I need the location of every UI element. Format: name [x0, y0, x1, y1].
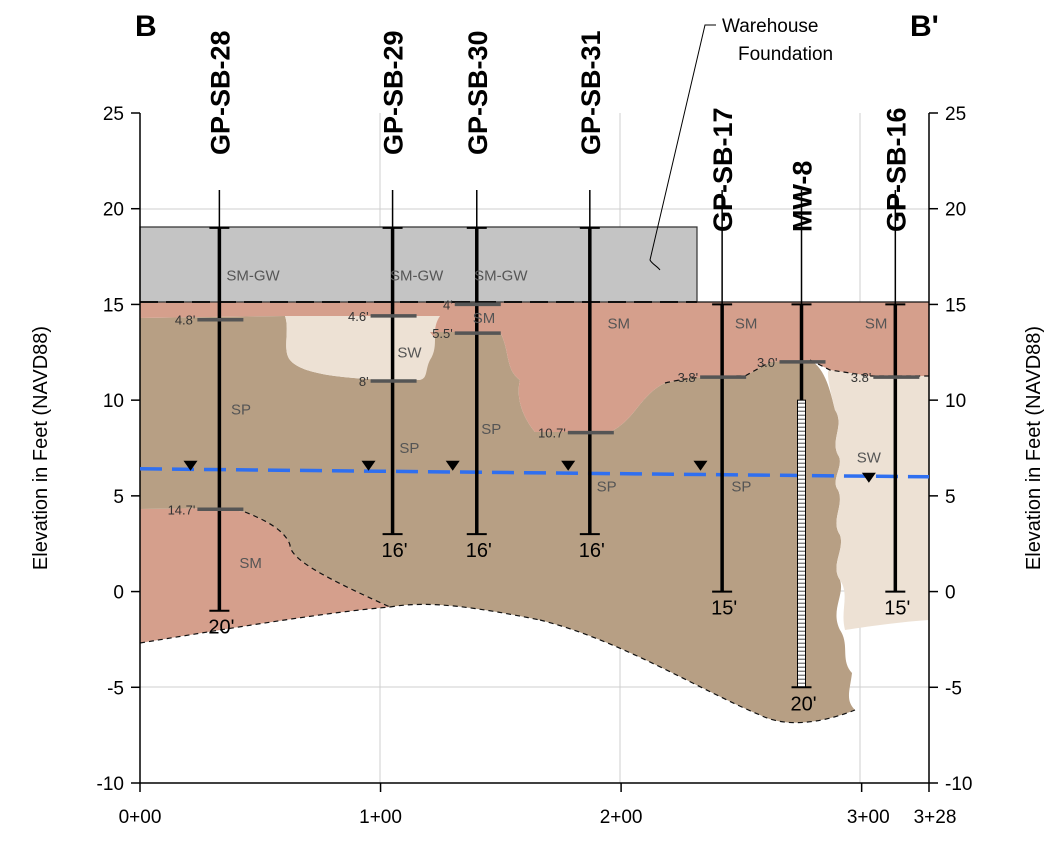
y-tick-label-left: -10 — [97, 774, 124, 795]
contact-depth-label: 8' — [359, 374, 369, 389]
y-tick-label-left: 0 — [113, 583, 124, 604]
y-tick-label-right: 5 — [945, 487, 956, 508]
y-tick-label-left: -5 — [107, 678, 124, 699]
x-tick-label: 3+00 — [847, 807, 890, 828]
y-tick-label-right: 25 — [945, 104, 966, 125]
boring-name: GP-SB-30 — [463, 30, 493, 155]
boring-total-depth: 20' — [208, 617, 234, 639]
soil-label: SM — [865, 316, 888, 333]
soil-label: SP — [231, 402, 251, 419]
y-tick-label-left: 25 — [103, 104, 124, 125]
soil-unit-sm-lower — [140, 508, 390, 643]
y-axis-title-left: Elevation in Feet (NAVD88) — [30, 326, 52, 570]
y-tick-label-left: 20 — [103, 200, 124, 221]
boring-total-depth: 15' — [884, 598, 910, 620]
y-tick-label-left: 10 — [103, 391, 124, 412]
contact-depth-label: 4.8' — [175, 313, 196, 328]
contact-depth-label: 4' — [443, 297, 453, 312]
contact-line — [389, 603, 541, 621]
boring-total-depth: 15' — [711, 598, 737, 620]
boring-total-depth: 16' — [579, 540, 605, 562]
soil-label: SM — [239, 555, 262, 572]
boring-total-depth: 16' — [382, 540, 408, 562]
contact-line — [539, 619, 856, 724]
water-level-marker — [561, 460, 576, 471]
callout-line1: Warehouse — [722, 16, 818, 37]
water-level-marker — [861, 472, 876, 483]
y-tick-label-right: 15 — [945, 295, 966, 316]
boring-name: MW-8 — [788, 161, 818, 232]
contact-depth-label: 3.8' — [851, 370, 872, 385]
soil-label: SM-GW — [390, 268, 444, 285]
soil-label: SP — [731, 478, 751, 495]
contact-depth-label: 4.6' — [348, 309, 369, 324]
contact-depth-label: 14.7' — [168, 502, 196, 517]
contact-depth-label: 3.8' — [678, 370, 699, 385]
soil-label: SM — [607, 316, 630, 333]
soil-label: SM-GW — [474, 268, 528, 285]
borings: 20' GP-SB-28 4.8' 14.7' 16' GP-SB-29 4.6' 8' 16'… — [168, 30, 920, 715]
y-tick-label-right: -10 — [945, 774, 972, 795]
boring-name: GP-SB-28 — [205, 30, 235, 155]
water-level-marker — [361, 460, 376, 471]
boring-name: GP-SB-16 — [881, 107, 911, 232]
warehouse-foundation — [139, 226, 698, 303]
boring-total-depth: 16' — [466, 540, 492, 562]
soil-labels: SM-GW SM-GW SM-GW SM SW SM SM SM SP SP SP SP SP SW SM — [226, 268, 887, 572]
callout-line2: Foundation — [738, 44, 833, 65]
soil-unit-sm-upper — [140, 302, 929, 432]
soil-unit-sp — [140, 316, 855, 723]
axis-ticks: 25 25 20 20 15 15 10 10 5 5 0 0 -5 -5 -10 -10 0+00 1+00 2+… — [97, 104, 973, 828]
callout-leader — [649, 24, 716, 271]
y-tick-label-right: -5 — [945, 678, 962, 699]
x-tick-label: 3+28 — [914, 807, 957, 828]
contact-depth-label: 5.5' — [432, 326, 453, 341]
section-label-left: B — [135, 10, 157, 43]
soil-label: SW — [857, 450, 882, 467]
y-tick-label-left: 5 — [113, 487, 124, 508]
soil-label: SM-GW — [226, 268, 280, 285]
y-tick-label-right: 20 — [945, 200, 966, 221]
soil-label: SM — [735, 316, 758, 333]
x-tick-label: 0+00 — [119, 807, 162, 828]
soil-units — [139, 226, 929, 724]
water-level-marker — [445, 460, 460, 471]
soil-label: SP — [597, 478, 617, 495]
contact-depth-label: 10.7' — [538, 426, 566, 441]
soil-label: SP — [481, 421, 501, 438]
contact-depth-label: 3.0' — [757, 355, 778, 370]
contact-line — [139, 606, 391, 644]
x-tick-label: 1+00 — [359, 807, 402, 828]
x-tick-label: 2+00 — [600, 807, 643, 828]
y-tick-label-left: 15 — [103, 295, 124, 316]
axis-frame — [139, 113, 930, 784]
water-level-marker — [693, 460, 708, 471]
y-tick-label-right: 0 — [945, 583, 956, 604]
soil-label: SW — [397, 344, 422, 361]
soil-label: SM — [473, 310, 496, 327]
y-axis-title-right: Elevation in Feet (NAVD88) — [1023, 326, 1045, 570]
soil-label: SP — [399, 440, 419, 457]
y-tick-label-right: 10 — [945, 391, 966, 412]
section-label-right: B' — [910, 10, 939, 43]
water-level-marker — [183, 460, 198, 471]
soil-unit-sw-pocket — [285, 316, 440, 380]
soil-unit-sw-right — [827, 369, 929, 630]
boring-name: GP-SB-31 — [576, 30, 606, 155]
boring-name: GP-SB-29 — [379, 30, 409, 155]
boring-name: GP-SB-17 — [708, 107, 738, 232]
boring-total-depth: 20' — [790, 693, 816, 715]
